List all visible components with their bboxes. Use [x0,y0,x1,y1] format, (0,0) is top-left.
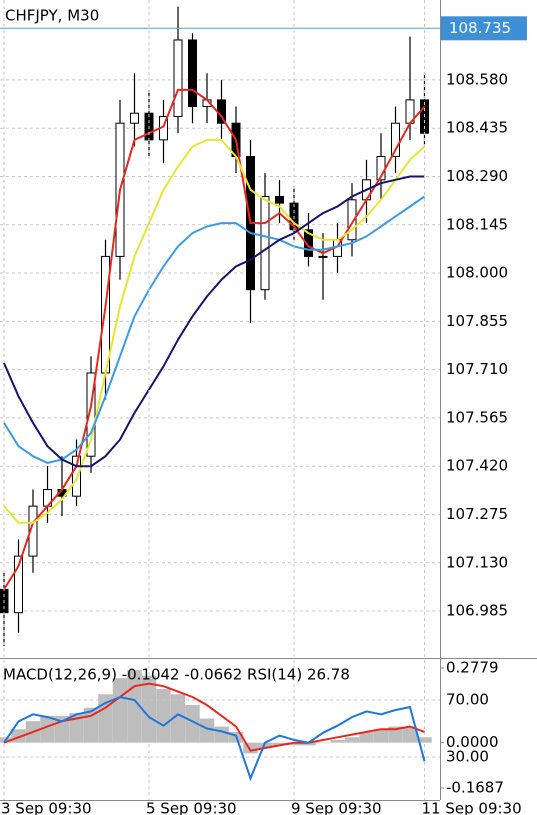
histogram-bar [243,742,258,754]
candle-body [28,505,38,557]
y-tick-label: 108.580 [446,70,508,88]
candle-body [260,195,270,291]
moving-average-line [3,195,426,464]
x-tick-label: 5 Sep 09:30 [146,800,237,815]
candle-body [72,455,81,497]
last-price-box [441,16,527,41]
histogram-bar [40,715,55,743]
histogram-bar [402,726,418,743]
chart-title: CHFJPY, M30 [5,7,99,25]
y2-tick-label: 70.00 [446,691,489,709]
candle-body [130,112,139,124]
histogram-bar [286,742,302,746]
x-tick-label: 9 Sep 09:30 [291,800,382,815]
candle-body [391,122,400,158]
y-tick-label: 107.130 [446,553,508,571]
candle-body [347,199,357,241]
y-tick-label: 0.0000 [446,733,499,751]
y-tick-label: 107.855 [446,312,508,330]
x-tick-label: 11 Sep 09:30 [422,800,522,815]
y-tick-label: 107.275 [446,505,508,523]
candle-body [188,39,197,108]
histogram-bar [170,694,186,743]
histogram-bar [359,731,374,743]
y-tick-label: 108.435 [446,119,508,137]
indicator-line [3,682,425,752]
histogram-bar [199,718,215,743]
indicator-line [3,696,426,782]
x-tick-label: 3 Sep 09:30 [1,800,92,815]
histogram-bar [330,739,345,743]
histogram-bar [388,726,403,743]
histogram-bar [141,675,157,743]
y-tick-label: 107.420 [446,457,508,475]
y-tick-label: 107.710 [446,360,508,378]
histogram-bar [301,742,316,746]
histogram-bar [373,729,389,743]
candle-body [86,372,96,457]
y-tick-label: 106.985 [446,602,508,620]
indicator-title: MACD(12,26,9) -0.1042 -0.0662 RSI(14) 26… [3,666,350,684]
moving-average-line [3,138,426,524]
y-tick-label: 0.2779 [446,659,499,677]
histogram-bar [69,713,84,743]
histogram-bar [156,688,171,743]
y-tick-label: -0.1687 [446,778,504,796]
y2-tick-label: 30.00 [446,747,489,765]
moving-average-line [3,88,426,590]
candle-body [304,229,313,257]
histogram-bar [98,694,113,743]
histogram-bar [344,737,360,743]
candle-body [318,255,328,258]
histogram-bar [112,678,128,743]
histogram-bar [185,705,200,743]
y-tick-label: 108.290 [446,167,508,185]
candle-body [275,195,284,204]
histogram-bar [315,742,331,744]
candle-body [14,555,23,614]
histogram-bar [417,737,432,743]
y-tick-label: 108.145 [446,215,508,233]
histogram-bar [272,742,287,746]
moving-average-line [3,175,425,468]
candle-body [173,39,183,118]
y-tick-label: 107.565 [446,408,508,426]
y-tick-label: 108.000 [446,264,508,282]
histogram-bar [214,726,229,743]
last-price-label: 108.735 [449,19,511,37]
